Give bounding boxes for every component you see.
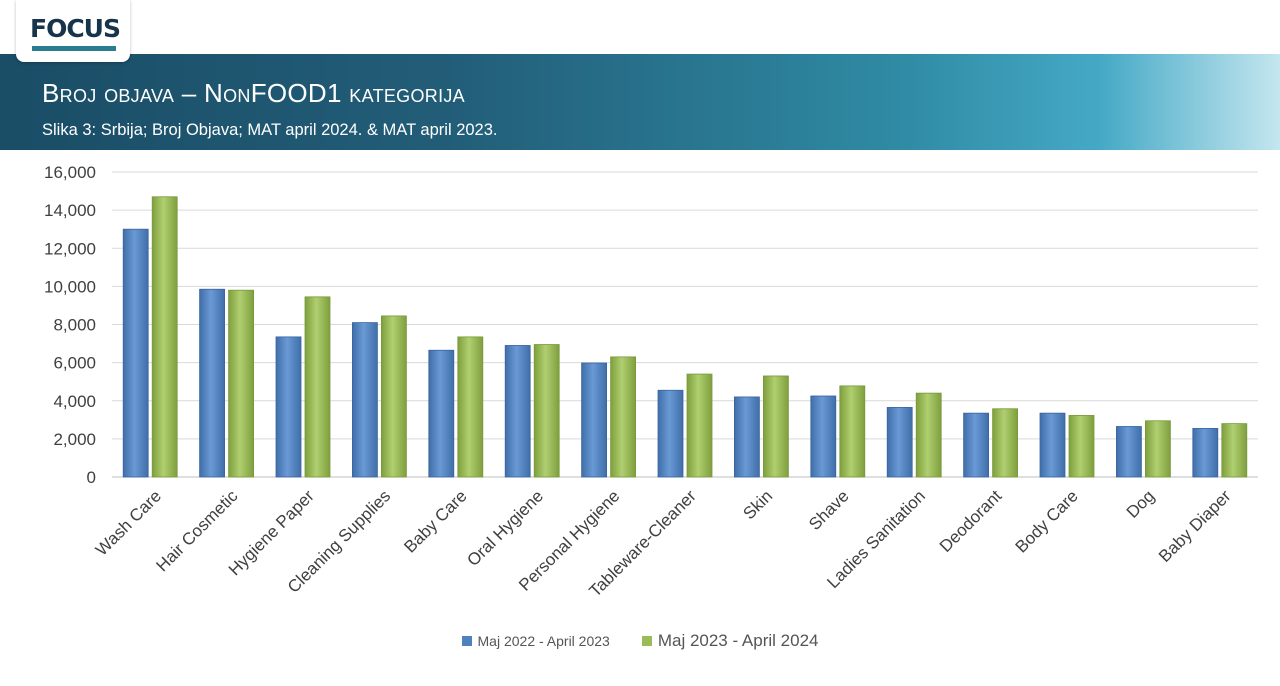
y-tick-label: 8,000 — [53, 316, 96, 335]
bar-series-1 — [992, 408, 1018, 478]
legend-swatch-series-0 — [461, 636, 472, 646]
y-tick-label: 14,000 — [44, 201, 96, 220]
page-subtitle: Slika 3: Srbija; Broj Objava; MAT april … — [42, 121, 498, 139]
bar-series-0 — [1192, 427, 1219, 478]
bar-series-0 — [199, 288, 226, 478]
y-tick-label: 6,000 — [53, 354, 96, 373]
bar-series-1 — [763, 375, 789, 478]
y-tick-label: 4,000 — [53, 392, 96, 411]
bar-series-1 — [533, 344, 560, 478]
bar-series-1 — [1221, 423, 1248, 478]
bar-series-0 — [504, 345, 531, 478]
bar-series-1 — [457, 336, 484, 478]
bar-series-0 — [734, 396, 760, 478]
bar-series-0 — [963, 412, 989, 478]
x-tick-label: Deodorant — [936, 486, 1006, 556]
legend-item-series-0: Maj 2022 - April 2023 — [461, 633, 610, 649]
y-tick-label: 16,000 — [44, 163, 96, 182]
bar-series-1 — [304, 296, 331, 478]
x-tick-label: Body Care — [1012, 486, 1082, 556]
bar-series-0 — [1116, 426, 1142, 478]
legend-item-series-1: Maj 2023 - April 2024 — [641, 631, 819, 651]
bar-series-0 — [1039, 412, 1066, 478]
y-tick-label: 0 — [87, 468, 96, 487]
x-tick-label: Baby Care — [400, 486, 470, 556]
bar-series-0 — [275, 336, 302, 478]
bar-series-1 — [1068, 415, 1095, 478]
bar-series-1 — [380, 315, 407, 478]
logo-text: FOCUS — [30, 14, 121, 43]
bar-series-1 — [228, 289, 255, 478]
x-tick-label: Skin — [739, 486, 776, 523]
bar-series-0 — [581, 362, 607, 478]
legend-label-series-1: Maj 2023 - April 2024 — [657, 631, 819, 650]
y-tick-label: 10,000 — [44, 277, 96, 296]
bar-series-0 — [657, 389, 684, 478]
bar-series-1 — [839, 385, 866, 478]
legend-swatch-series-1 — [641, 636, 652, 646]
bar-series-1 — [151, 196, 178, 478]
x-tick-label: Baby Diaper — [1155, 486, 1235, 566]
logo: FOCUS — [16, 0, 130, 62]
x-tick-label: Wash Care — [92, 486, 165, 559]
bar-series-0 — [428, 349, 455, 478]
legend-label-series-0: Maj 2022 - April 2023 — [477, 633, 610, 649]
bar-series-1 — [686, 373, 713, 478]
x-tick-label: Shave — [805, 486, 853, 534]
bar-series-0 — [886, 407, 913, 478]
bar-series-0 — [810, 395, 837, 478]
title-banner — [0, 54, 1280, 150]
bar-series-1 — [915, 392, 942, 478]
y-tick-label: 2,000 — [53, 430, 96, 449]
x-tick-label: Oral Hygiene — [463, 486, 547, 570]
bar-series-1 — [1145, 420, 1171, 478]
logo-underline — [32, 46, 116, 51]
y-tick-label: 12,000 — [44, 239, 96, 258]
bar-series-0 — [122, 228, 149, 478]
bar-series-0 — [351, 322, 378, 478]
x-tick-label: Dog — [1123, 486, 1158, 521]
chart-legend: Maj 2022 - April 2023 Maj 2023 - April 2… — [0, 631, 1280, 651]
page-title: Broj objava – NonFOOD1 kategorija — [42, 78, 465, 108]
bar-series-1 — [610, 356, 636, 478]
